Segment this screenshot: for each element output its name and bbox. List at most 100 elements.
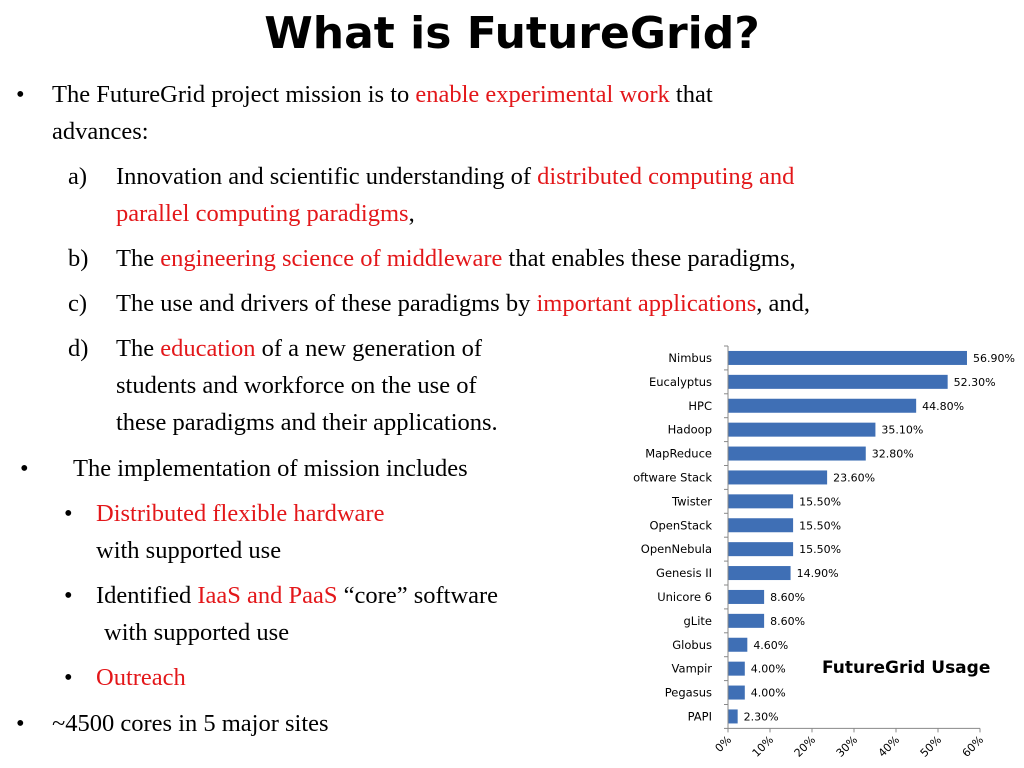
value-label: 52.30% — [954, 376, 996, 389]
value-label: 15.50% — [799, 519, 841, 532]
category-label: MapReduce — [645, 447, 712, 461]
bar — [728, 685, 745, 700]
value-label: 35.10% — [881, 424, 923, 437]
item-c-line: The use and drivers of these paradigms b… — [116, 289, 810, 319]
bar — [728, 494, 794, 509]
value-label: 14.90% — [797, 567, 839, 580]
value-label: 15.50% — [799, 543, 841, 556]
value-label: 8.60% — [770, 615, 805, 628]
item-d-marker: d) — [68, 335, 89, 362]
mission-highlight: enable experimental work — [415, 81, 670, 108]
category-label: OpenNebula — [641, 542, 712, 556]
item-d-highlight: education — [160, 335, 256, 362]
x-tick-label: 20% — [792, 733, 818, 759]
value-label: 4.00% — [751, 687, 786, 700]
bar — [728, 374, 948, 389]
value-label: 4.60% — [753, 639, 788, 652]
x-tick-label: 60% — [960, 733, 986, 759]
mission-text: The FutureGrid project mission is to — [52, 81, 416, 108]
category-label: Genesis II — [656, 566, 712, 580]
bar — [728, 566, 791, 581]
software-line: Identified IaaS and PaaS “core” software — [96, 581, 498, 611]
hardware-highlight: Distributed flexible hardware — [96, 500, 385, 527]
bullet-marker: • — [16, 710, 25, 737]
bar — [728, 709, 738, 724]
hardware-continuation: with supported use — [96, 537, 282, 564]
item-c-marker: c) — [68, 290, 88, 317]
software-highlight: IaaS and PaaS — [197, 582, 338, 609]
item-a-line1: Innovation and scientific understanding … — [116, 162, 794, 192]
sub-bullet-marker: • — [64, 664, 73, 691]
bullet-marker: • — [20, 455, 29, 482]
item-c-highlight: important applications — [536, 290, 757, 317]
software-continuation: with supported use — [104, 619, 290, 646]
cores-text: ~4500 cores in 5 major sites — [52, 710, 329, 737]
value-label: 23.60% — [833, 471, 875, 484]
category-label: PAPI — [688, 709, 712, 723]
category-label: Vampir — [672, 662, 713, 676]
category-label: oftware Stack — [633, 470, 712, 484]
item-d-line2: students and workforce on the use of — [116, 372, 477, 399]
item-d-text-end: of a new generation of — [255, 335, 482, 362]
bar — [728, 350, 967, 365]
category-label: OpenStack — [649, 518, 712, 532]
software-text: Identified — [96, 582, 198, 609]
bullet-marker: • — [16, 81, 25, 108]
category-label: gLite — [684, 614, 713, 628]
item-b-marker: b) — [68, 245, 89, 272]
item-b-text-end: that enables these paradigms, — [502, 245, 796, 272]
item-b-highlight: engineering science of middleware — [160, 245, 503, 272]
software-text-end: “core” software — [337, 582, 499, 609]
bar — [728, 637, 748, 652]
bar — [728, 446, 866, 461]
item-a-text: Innovation and scientific understanding … — [116, 163, 538, 190]
value-label: 8.60% — [770, 591, 805, 604]
category-label: Globus — [672, 638, 712, 652]
slide-title: What is FutureGrid? — [264, 8, 760, 59]
item-c-text-end: , and, — [756, 290, 810, 317]
bar — [728, 589, 765, 604]
bar — [728, 470, 828, 485]
x-tick-label: 30% — [834, 733, 860, 759]
bar — [728, 518, 794, 533]
category-label: Pegasus — [665, 686, 712, 700]
x-tick-label: 0% — [713, 733, 735, 755]
value-label: 32.80% — [872, 448, 914, 461]
category-label: Nimbus — [668, 351, 712, 365]
sub-bullet-marker: • — [64, 500, 73, 527]
bar — [728, 613, 765, 628]
bar — [728, 398, 917, 413]
item-d-line3: these paradigms and their applications. — [116, 409, 498, 436]
bar — [728, 661, 745, 676]
implementation-text: The implementation of mission includes — [73, 455, 468, 482]
category-label: Eucalyptus — [649, 375, 712, 389]
category-label: HPC — [688, 399, 712, 413]
item-a-punct: , — [408, 200, 415, 227]
value-label: 44.80% — [922, 400, 964, 413]
item-a-line2: parallel computing paradigms, — [116, 199, 415, 229]
x-tick-label: 40% — [876, 733, 902, 759]
mission-text-end: that — [669, 81, 713, 108]
value-label: 2.30% — [744, 710, 779, 723]
usage-bar-chart: Nimbus 56.90% Eucalyptus 52.30% HPC 44.80% Had… — [633, 345, 1015, 760]
item-b-line: The engineering science of middleware th… — [116, 244, 796, 274]
value-label: 56.90% — [973, 352, 1015, 365]
outreach-highlight: Outreach — [96, 664, 186, 691]
mission-line: The FutureGrid project mission is to ena… — [52, 80, 713, 110]
item-a-highlight-2: parallel computing paradigms — [116, 200, 409, 227]
value-label: 15.50% — [799, 495, 841, 508]
sub-bullet-marker: • — [64, 582, 73, 609]
category-label: Twister — [671, 494, 712, 508]
item-a-highlight: distributed computing and — [537, 163, 795, 190]
value-label: 4.00% — [751, 663, 786, 676]
chart-title: FutureGrid Usage — [822, 658, 991, 678]
mission-continuation: advances: — [52, 118, 149, 145]
category-label: Hadoop — [668, 423, 712, 437]
bar — [728, 542, 794, 557]
x-tick-label: 50% — [918, 733, 944, 759]
item-d-line1: The education of a new generation of — [116, 334, 482, 364]
item-a-marker: a) — [68, 163, 88, 190]
item-b-text: The — [116, 245, 161, 272]
bar — [728, 422, 876, 437]
x-tick-label: 10% — [750, 733, 776, 759]
